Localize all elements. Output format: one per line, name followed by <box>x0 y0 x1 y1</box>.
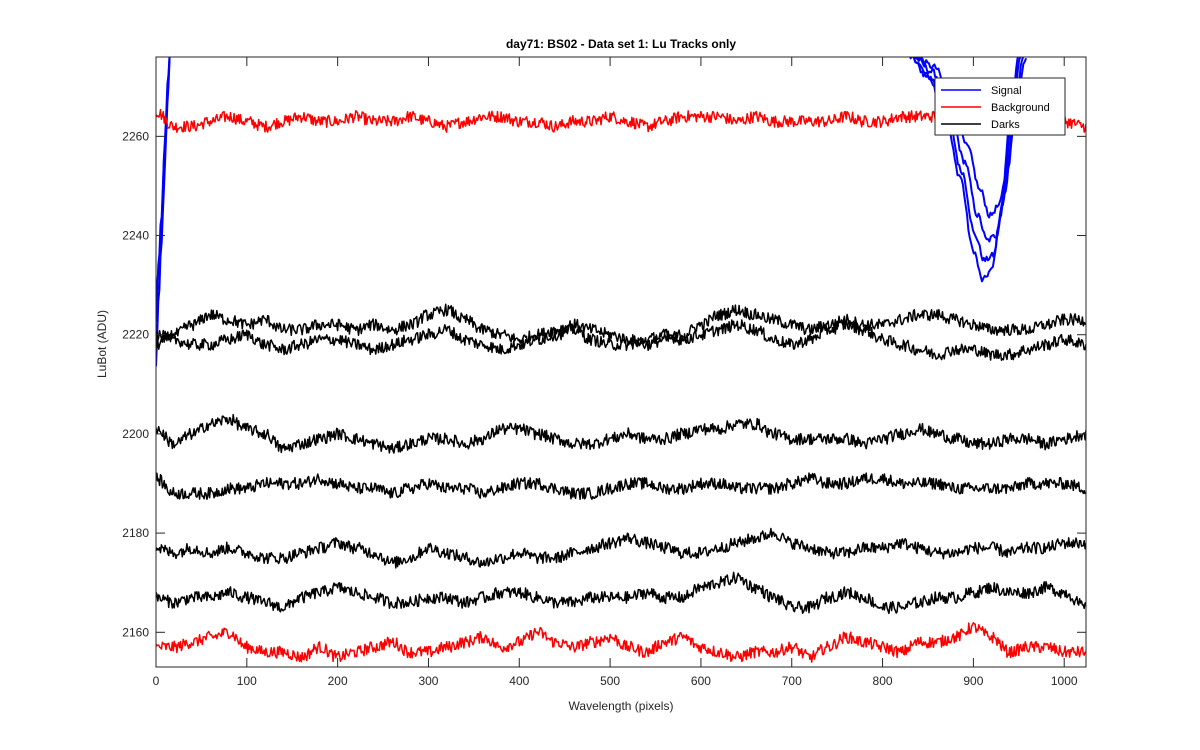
legend-label-darks: Darks <box>991 119 1020 131</box>
chart-title: day71: BS02 - Data set 1: Lu Tracks only <box>506 37 736 51</box>
legend: Signal Background Darks <box>934 77 1066 136</box>
y-tick-label: 2200 <box>122 427 149 441</box>
x-tick-label: 600 <box>691 674 711 688</box>
series-line-darks-14 <box>156 571 1086 615</box>
x-tick-label: 400 <box>509 674 529 688</box>
series-line-darks-10 <box>156 319 1086 362</box>
x-tick-label: 0 <box>153 674 160 688</box>
series-line-signal-2 <box>156 57 171 323</box>
x-tick-label: 300 <box>418 674 438 688</box>
y-tick-label: 2240 <box>122 229 149 243</box>
x-tick-label: 100 <box>237 674 257 688</box>
x-tick-label: 900 <box>963 674 983 688</box>
series-line-background-7 <box>156 106 1086 133</box>
y-tick-label: 2220 <box>122 328 149 342</box>
x-tick-label: 1000 <box>1051 674 1078 688</box>
legend-label-background: Background <box>991 102 1050 114</box>
series-lines <box>156 57 1086 663</box>
series-line-signal-5 <box>913 57 1025 243</box>
series-line-darks-13 <box>156 527 1086 569</box>
x-tick-label: 700 <box>782 674 802 688</box>
plot-area: 0 100 200 300 400 500 600 700 800 900 1000 2160 2180… <box>122 56 1087 688</box>
legend-label-signal: Signal <box>991 85 1022 97</box>
y-axis-label: LuBot (ADU) <box>95 310 109 378</box>
series-line-darks-12 <box>156 472 1086 501</box>
x-tick-label: 500 <box>600 674 620 688</box>
x-axis-label: Wavelength (pixels) <box>569 699 674 713</box>
series-line-signal-6 <box>914 57 1028 219</box>
series-line-darks-11 <box>156 413 1086 454</box>
y-tick-label: 2160 <box>122 625 149 639</box>
series-line-background-8 <box>156 622 1086 663</box>
x-tick-label: 200 <box>328 674 348 688</box>
y-tick-label: 2180 <box>122 526 149 540</box>
axes-box <box>155 56 1087 668</box>
x-tick-label: 800 <box>873 674 893 688</box>
y-tick-label: 2260 <box>122 129 149 143</box>
